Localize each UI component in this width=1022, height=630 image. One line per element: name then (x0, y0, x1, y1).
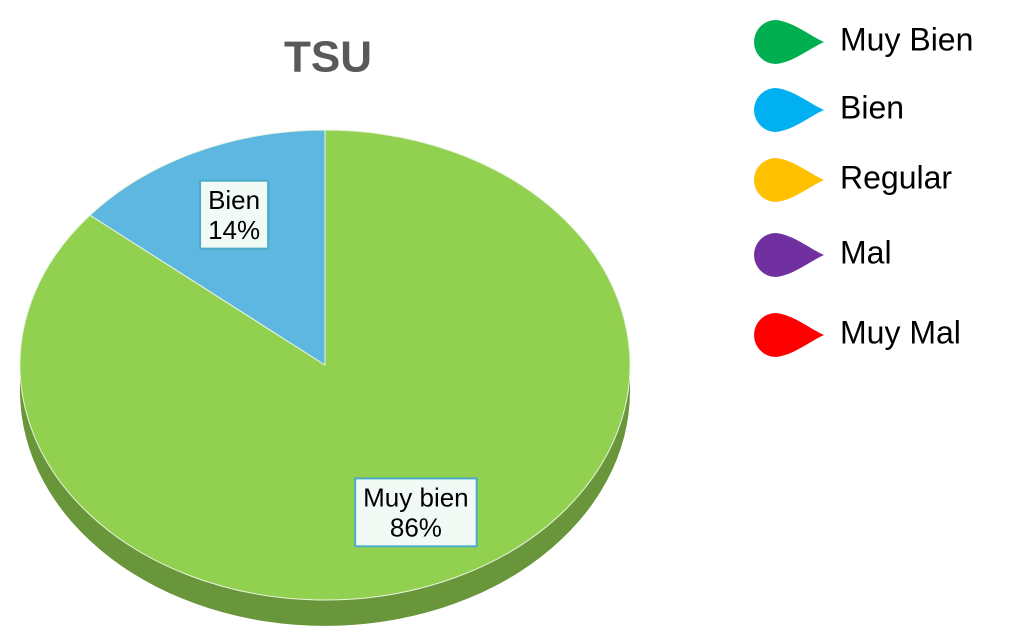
legend-label: Muy Mal (840, 314, 961, 350)
legend-marker (754, 88, 824, 132)
data-label: Muy bien 86% (354, 477, 478, 548)
data-label: Bien 14% (199, 179, 270, 250)
chart-title: TSU (284, 33, 372, 82)
legend-label: Muy Bien (840, 21, 973, 57)
legend-label: Bien (840, 89, 904, 125)
data-label-name: Muy bien (363, 482, 469, 512)
legend-label: Mal (840, 234, 892, 270)
data-label-value: 86% (390, 512, 442, 542)
data-label-value: 14% (208, 215, 260, 245)
data-label-name: Bien (208, 185, 260, 215)
legend-marker (754, 313, 824, 357)
legend-marker (754, 20, 824, 64)
legend-marker (754, 233, 824, 277)
data-label-box (199, 179, 270, 250)
data-label-text: Muy bien 86% (363, 482, 469, 542)
data-label-box (354, 477, 478, 548)
legend-label: Regular (840, 159, 952, 195)
legend-marker (753, 158, 824, 203)
data-label-text: Bien 14% (208, 185, 260, 245)
